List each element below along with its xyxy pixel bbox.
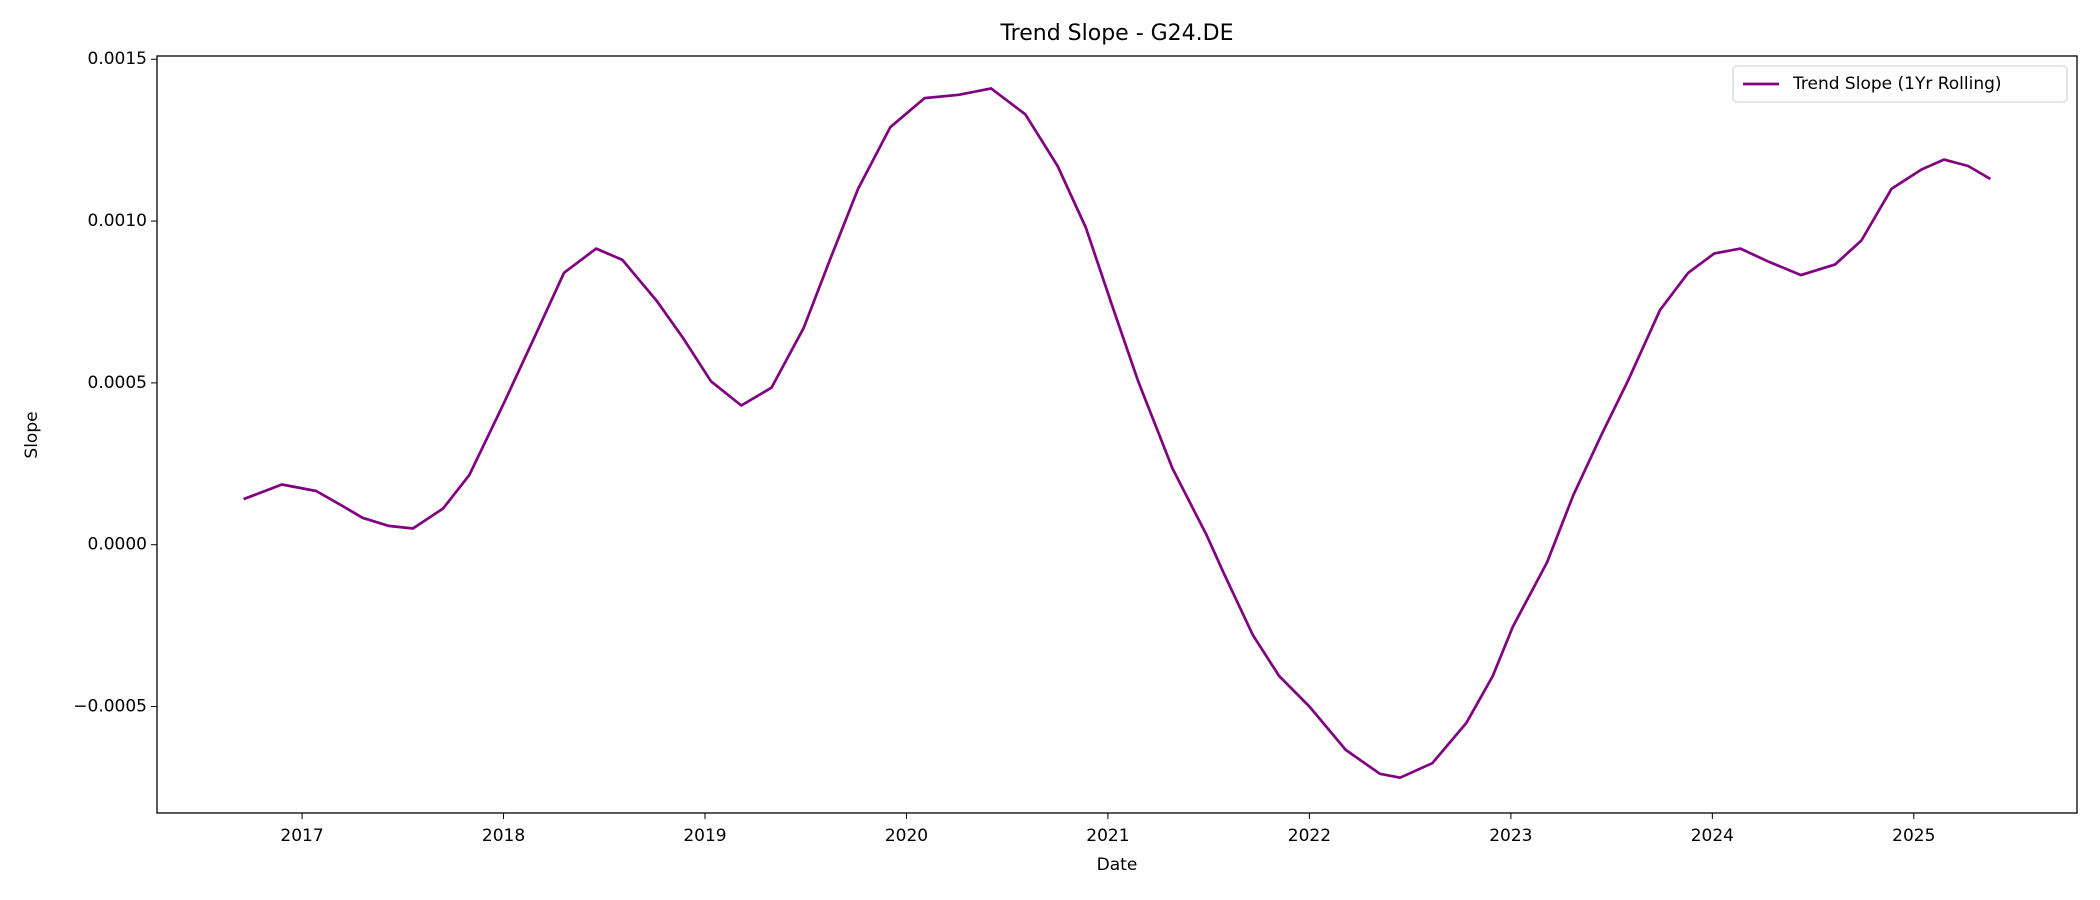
plot-frame bbox=[156, 55, 2078, 814]
trend-line bbox=[243, 87, 1992, 780]
x-tick-label: 2022 bbox=[1288, 826, 1331, 846]
x-tick-label: 2025 bbox=[1892, 826, 1935, 846]
y-tick-label: −0.0005 bbox=[73, 697, 147, 717]
x-tick-label: 2017 bbox=[280, 826, 323, 846]
x-tick-label: 2020 bbox=[885, 826, 928, 846]
x-tick-label: 2023 bbox=[1489, 826, 1532, 846]
x-tick-label: 2024 bbox=[1691, 826, 1734, 846]
y-tick-label: 0.0005 bbox=[88, 373, 147, 393]
x-tick-label: 2021 bbox=[1086, 826, 1129, 846]
y-tick-label: 0.0010 bbox=[88, 211, 147, 231]
y-axis-label: Slope bbox=[22, 411, 42, 458]
legend-label: Trend Slope (1Yr Rolling) bbox=[1792, 74, 2002, 94]
x-tick-label: 2019 bbox=[683, 826, 726, 846]
x-axis-label: Date bbox=[1097, 855, 1138, 875]
y-tick-label: 0.0000 bbox=[88, 535, 147, 555]
legend-box bbox=[1732, 65, 2068, 103]
chart-title: Trend Slope - G24.DE bbox=[999, 21, 1233, 46]
y-tick-label: 0.0015 bbox=[88, 49, 147, 69]
x-tick-label: 2018 bbox=[482, 826, 525, 846]
